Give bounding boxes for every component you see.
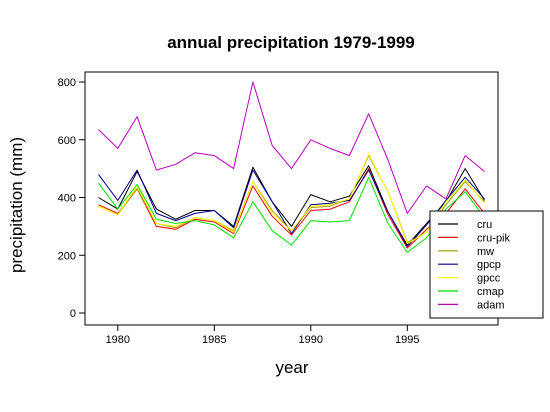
y-tick-label: 600 (58, 135, 76, 147)
x-tick-label: 1995 (395, 334, 419, 346)
legend-label-gpcp: gpcp (477, 259, 501, 271)
x-tick-label: 1985 (202, 334, 226, 346)
y-tick-label: 400 (58, 193, 76, 205)
series-line-adam (98, 81, 485, 214)
series-line-cru (98, 165, 485, 246)
y-axis-title: precipitation (mm) (7, 137, 26, 273)
legend-label-gpcc: gpcc (477, 273, 501, 285)
legend-label-cru-pik: cru-pik (477, 232, 511, 244)
x-tick-label: 1990 (299, 334, 323, 346)
series-line-gpcp (98, 169, 485, 248)
y-tick-label: 800 (58, 77, 76, 89)
y-tick-label: 200 (58, 250, 76, 262)
legend-label-adam: adam (477, 299, 505, 311)
series-lines (98, 81, 485, 253)
y-axis: 0 200 400 600 800 (58, 77, 85, 320)
chart-title: annual precipitation 1979-1999 (167, 33, 415, 52)
plot-frame (84, 71, 499, 326)
legend-label-cru: cru (477, 219, 492, 231)
y-tick-label: 0 (70, 308, 76, 320)
series-line-gpcc (98, 153, 485, 245)
x-axis: 1980 1985 1990 1995 (106, 325, 420, 346)
x-tick-label: 1980 (106, 334, 130, 346)
series-line-cmap (98, 176, 485, 253)
legend-label-mw: mw (477, 246, 494, 258)
x-axis-title: year (275, 358, 308, 377)
legend-label-cmap: cmap (477, 286, 504, 298)
